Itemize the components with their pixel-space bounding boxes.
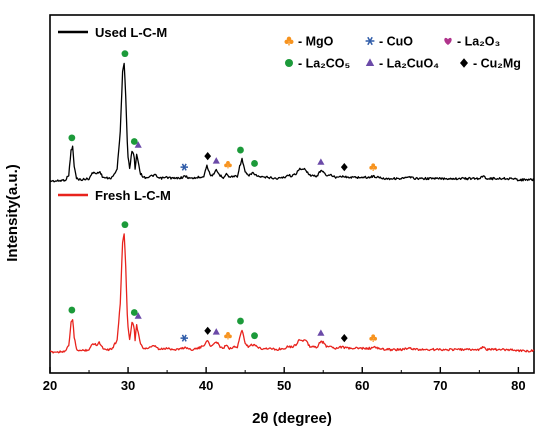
series-layer — [49, 62, 535, 354]
y-axis-title: Intensity(a.u.) — [4, 164, 21, 262]
peak-marker-mgo-icon — [369, 163, 378, 171]
series-label-layer: Used L-C-M Fresh L-C-M — [58, 25, 171, 203]
peak-marker-la2cuo4-icon — [134, 312, 142, 319]
x-tick-label: 60 — [355, 378, 369, 393]
peak-marker-cuo-icon — [180, 334, 189, 342]
peak-marker-la2cuo4-icon — [317, 158, 325, 165]
x-axis-title: 2θ (degree) — [252, 410, 332, 427]
peak-marker-la2co5-icon — [237, 146, 244, 154]
legend-la2co5-icon — [285, 59, 293, 67]
legend-la2o3-icon — [444, 37, 452, 45]
series-line-fresh — [49, 233, 535, 354]
x-tick-label: 20 — [43, 378, 57, 393]
peak-marker-la2co5-icon — [130, 138, 138, 145]
x-axis-ticks: 20 30 40 50 60 70 80 — [43, 367, 526, 393]
peak-marker-cu2mg-icon — [204, 326, 212, 335]
legend-label-mgo: - MgO — [298, 35, 334, 49]
legend-cu2mg-icon — [460, 58, 468, 68]
peak-marker-la2cuo4-icon — [317, 329, 325, 336]
peak-marker-la2co5-icon — [68, 306, 76, 314]
x-tick-label: 30 — [121, 378, 135, 393]
legend-la2cuo4-icon — [365, 58, 375, 66]
x-tick-label: 70 — [433, 378, 447, 393]
legend-label-la2o3: - La₂O₃ — [457, 35, 501, 49]
legend-mgo-icon — [284, 36, 294, 46]
legend-label-cuo: - CuO — [379, 35, 413, 49]
peak-marker-la2co5-icon — [251, 332, 258, 340]
legend-cuo-icon — [365, 36, 375, 46]
peak-marker-la2cuo4-icon — [212, 328, 220, 335]
legend-label-la2cuo4: - La₂CuO₄ — [379, 57, 439, 71]
peak-marker-cu2mg-icon — [340, 163, 348, 172]
peak-marker-la2co5-icon — [251, 160, 258, 167]
legend-label-la2co5: - La₂CO₅ — [298, 57, 351, 71]
peak-marker-la2co5-icon — [130, 309, 138, 316]
peak-marker-la2cuo4-icon — [212, 157, 220, 164]
x-tick-label: 40 — [199, 378, 213, 393]
peak-marker-la2co5-icon — [121, 50, 129, 58]
x-tick-label: 50 — [277, 378, 291, 393]
peak-marker-mgo-icon — [224, 331, 232, 340]
legend-label-cu2mg: - Cu₂Mg — [473, 57, 521, 71]
legend: - MgO - CuO - La₂O₃ - La₂CO₅ - La₂CuO₄ - Cu₂M… — [284, 35, 521, 71]
peak-marker-la2co5-icon — [237, 317, 244, 325]
peak-marker-la2co5-icon — [121, 221, 129, 229]
peak-marker-cuo-icon — [180, 163, 189, 171]
series-label-used: Used L-C-M — [95, 25, 167, 40]
plot-frame — [49, 14, 535, 374]
series-line-used — [49, 62, 535, 183]
peak-marker-cu2mg-icon — [340, 334, 348, 343]
peak-marker-la2cuo4-icon — [134, 141, 142, 148]
series-label-fresh: Fresh L-C-M — [95, 188, 171, 203]
x-tick-label: 80 — [511, 378, 525, 393]
peak-marker-mgo-icon — [369, 334, 378, 342]
plot-border — [49, 14, 535, 374]
peak-marker-la2co5-icon — [68, 134, 76, 142]
peak-marker-cu2mg-icon — [204, 152, 212, 161]
peak-marker-mgo-icon — [224, 160, 232, 169]
peak-marker-layer — [68, 50, 378, 343]
